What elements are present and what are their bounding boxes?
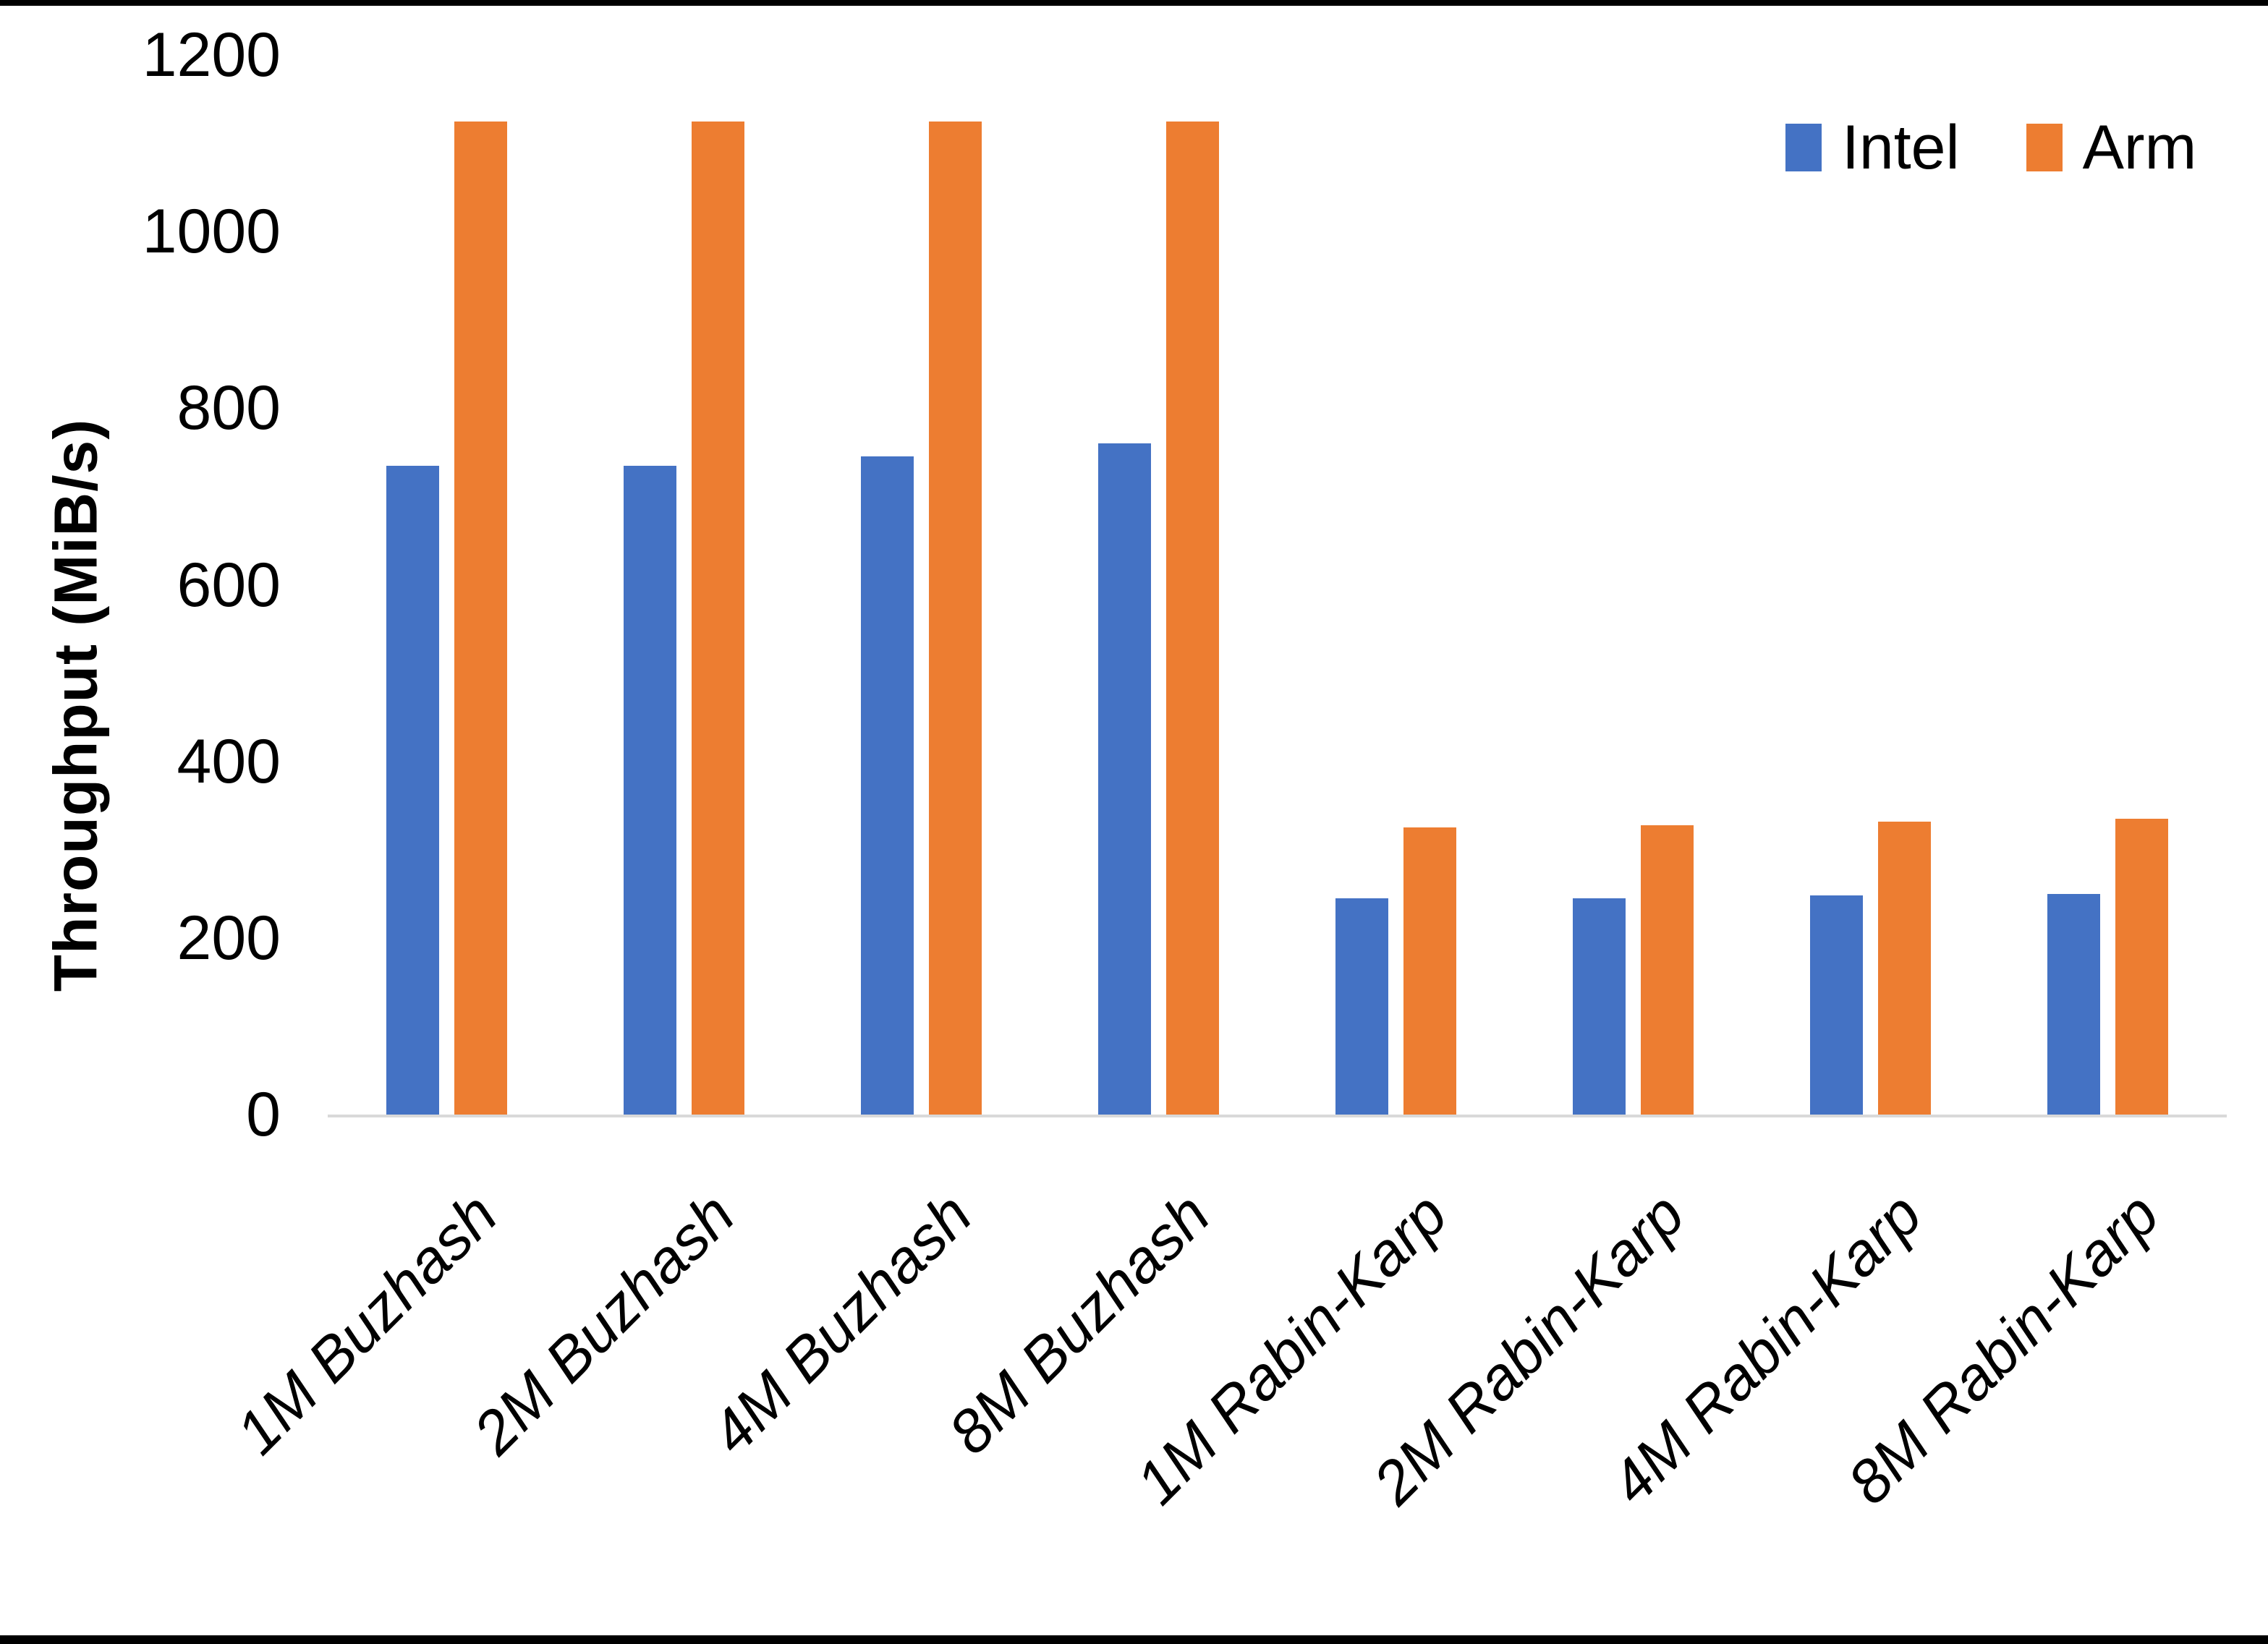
bar-intel-2m-buzhash: [623, 465, 676, 1115]
y-tick-label-1000: 1000: [142, 197, 281, 267]
y-tick-label-200: 200: [177, 903, 281, 973]
bar-arm-4m-rabin-karp: [1878, 821, 1932, 1115]
bar-intel-1m-rabin-karp: [1335, 898, 1389, 1115]
bar-intel-2m-rabin-karp: [1573, 898, 1626, 1115]
legend-label-arm: Arm: [2082, 113, 2197, 182]
legend-swatch-intel: [1785, 124, 1822, 171]
y-tick-label-800: 800: [177, 373, 281, 443]
bar-intel-8m-buzhash: [1097, 443, 1151, 1115]
y-tick-label-1200: 1200: [142, 20, 281, 90]
bottom-frame-border: [0, 1635, 2268, 1644]
legend-item-arm: Arm: [2026, 113, 2197, 182]
bar-intel-1m-buzhash: [386, 465, 439, 1115]
top-frame-border: [0, 0, 2268, 6]
y-axis-title: Throughput (MiB/s): [41, 418, 110, 992]
y-tick-label-600: 600: [177, 550, 281, 620]
bar-arm-8m-rabin-karp: [2115, 819, 2169, 1115]
bar-arm-2m-rabin-karp: [1641, 825, 1694, 1115]
y-tick-label-400: 400: [177, 726, 281, 796]
bar-intel-8m-rabin-karp: [2047, 893, 2101, 1115]
bar-arm-8m-buzhash: [1165, 121, 1219, 1115]
y-tick-label-0: 0: [246, 1080, 281, 1149]
bar-arm-1m-rabin-karp: [1403, 827, 1457, 1115]
bar-arm-1m-buzhash: [454, 121, 507, 1115]
bar-arm-2m-buzhash: [691, 121, 744, 1115]
legend: Intel Arm: [1785, 114, 2196, 181]
legend-label-intel: Intel: [1842, 113, 1960, 182]
bar-arm-4m-buzhash: [928, 121, 982, 1115]
x-axis-line: [328, 1115, 2227, 1117]
legend-swatch-arm: [2026, 124, 2063, 171]
bar-intel-4m-rabin-karp: [1810, 895, 1864, 1115]
legend-item-intel: Intel: [1785, 114, 1960, 181]
bar-intel-4m-buzhash: [860, 456, 914, 1115]
